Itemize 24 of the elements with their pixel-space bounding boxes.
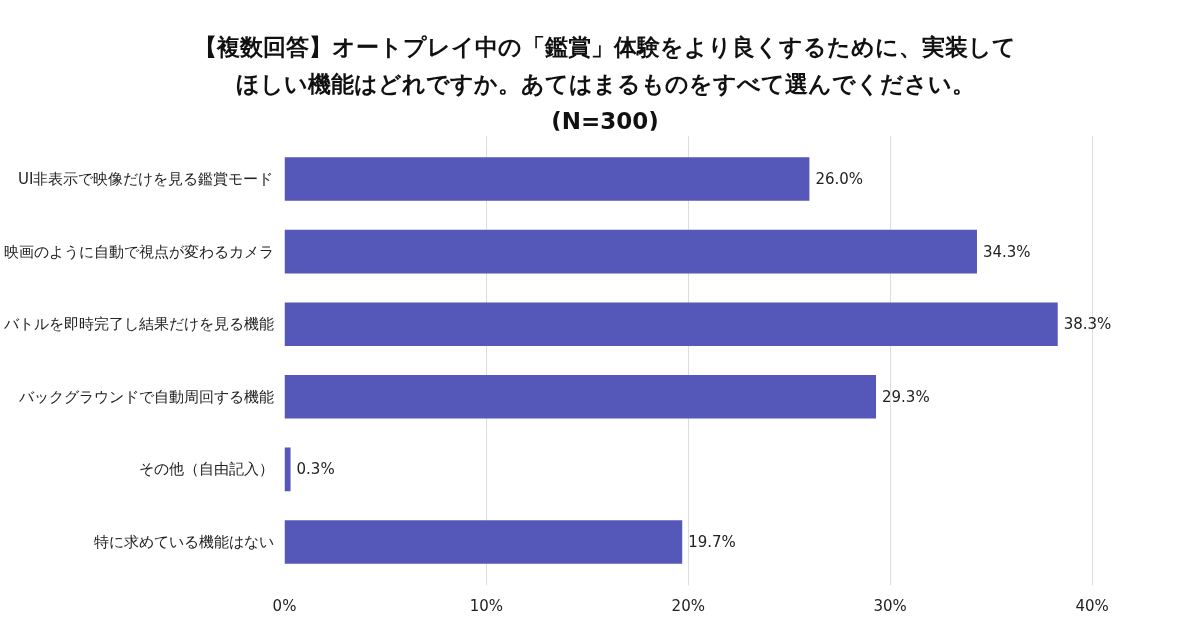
bar	[284, 157, 810, 201]
data-label: 26.0%	[815, 170, 864, 189]
data-label: 38.3%	[1063, 315, 1112, 334]
y-tick-label: UI非表示で映像だけを見る鑑賞モード	[18, 170, 274, 189]
data-label: 0.3%	[296, 460, 335, 479]
data-label: 29.3%	[882, 387, 930, 406]
x-tick-label: 0%	[272, 596, 297, 615]
data-label: 34.3%	[982, 242, 1031, 261]
y-tick-label: バトルを即時完了し結果だけを見る機能	[2, 315, 274, 334]
bar	[284, 375, 877, 419]
bar	[284, 302, 1058, 346]
x-tick-label: 10%	[469, 596, 504, 615]
y-tick-label: バックグラウンドで自動周回する機能	[17, 387, 274, 406]
y-tick-label: 映画のように自動で視点が変わるカメラ	[3, 242, 274, 261]
x-tick-label: 30%	[873, 596, 907, 615]
data-label: 19.7%	[688, 532, 736, 551]
chart-title: 【複数回答】オートプレイ中の「鑑賞」体験をより良くするために、実装してほしい機能はどれですか。あてはまるものをすべて選んでください。(N=300)	[193, 33, 1017, 136]
bar	[284, 520, 683, 564]
bar	[284, 447, 291, 492]
y-tick-label: その他（自由記入）	[138, 460, 274, 479]
x-tick-label: 40%	[1075, 596, 1109, 615]
x-tick-label: 20%	[671, 596, 705, 615]
y-tick-label: 特に求めている機能はない	[93, 532, 274, 551]
bar	[284, 229, 977, 274]
